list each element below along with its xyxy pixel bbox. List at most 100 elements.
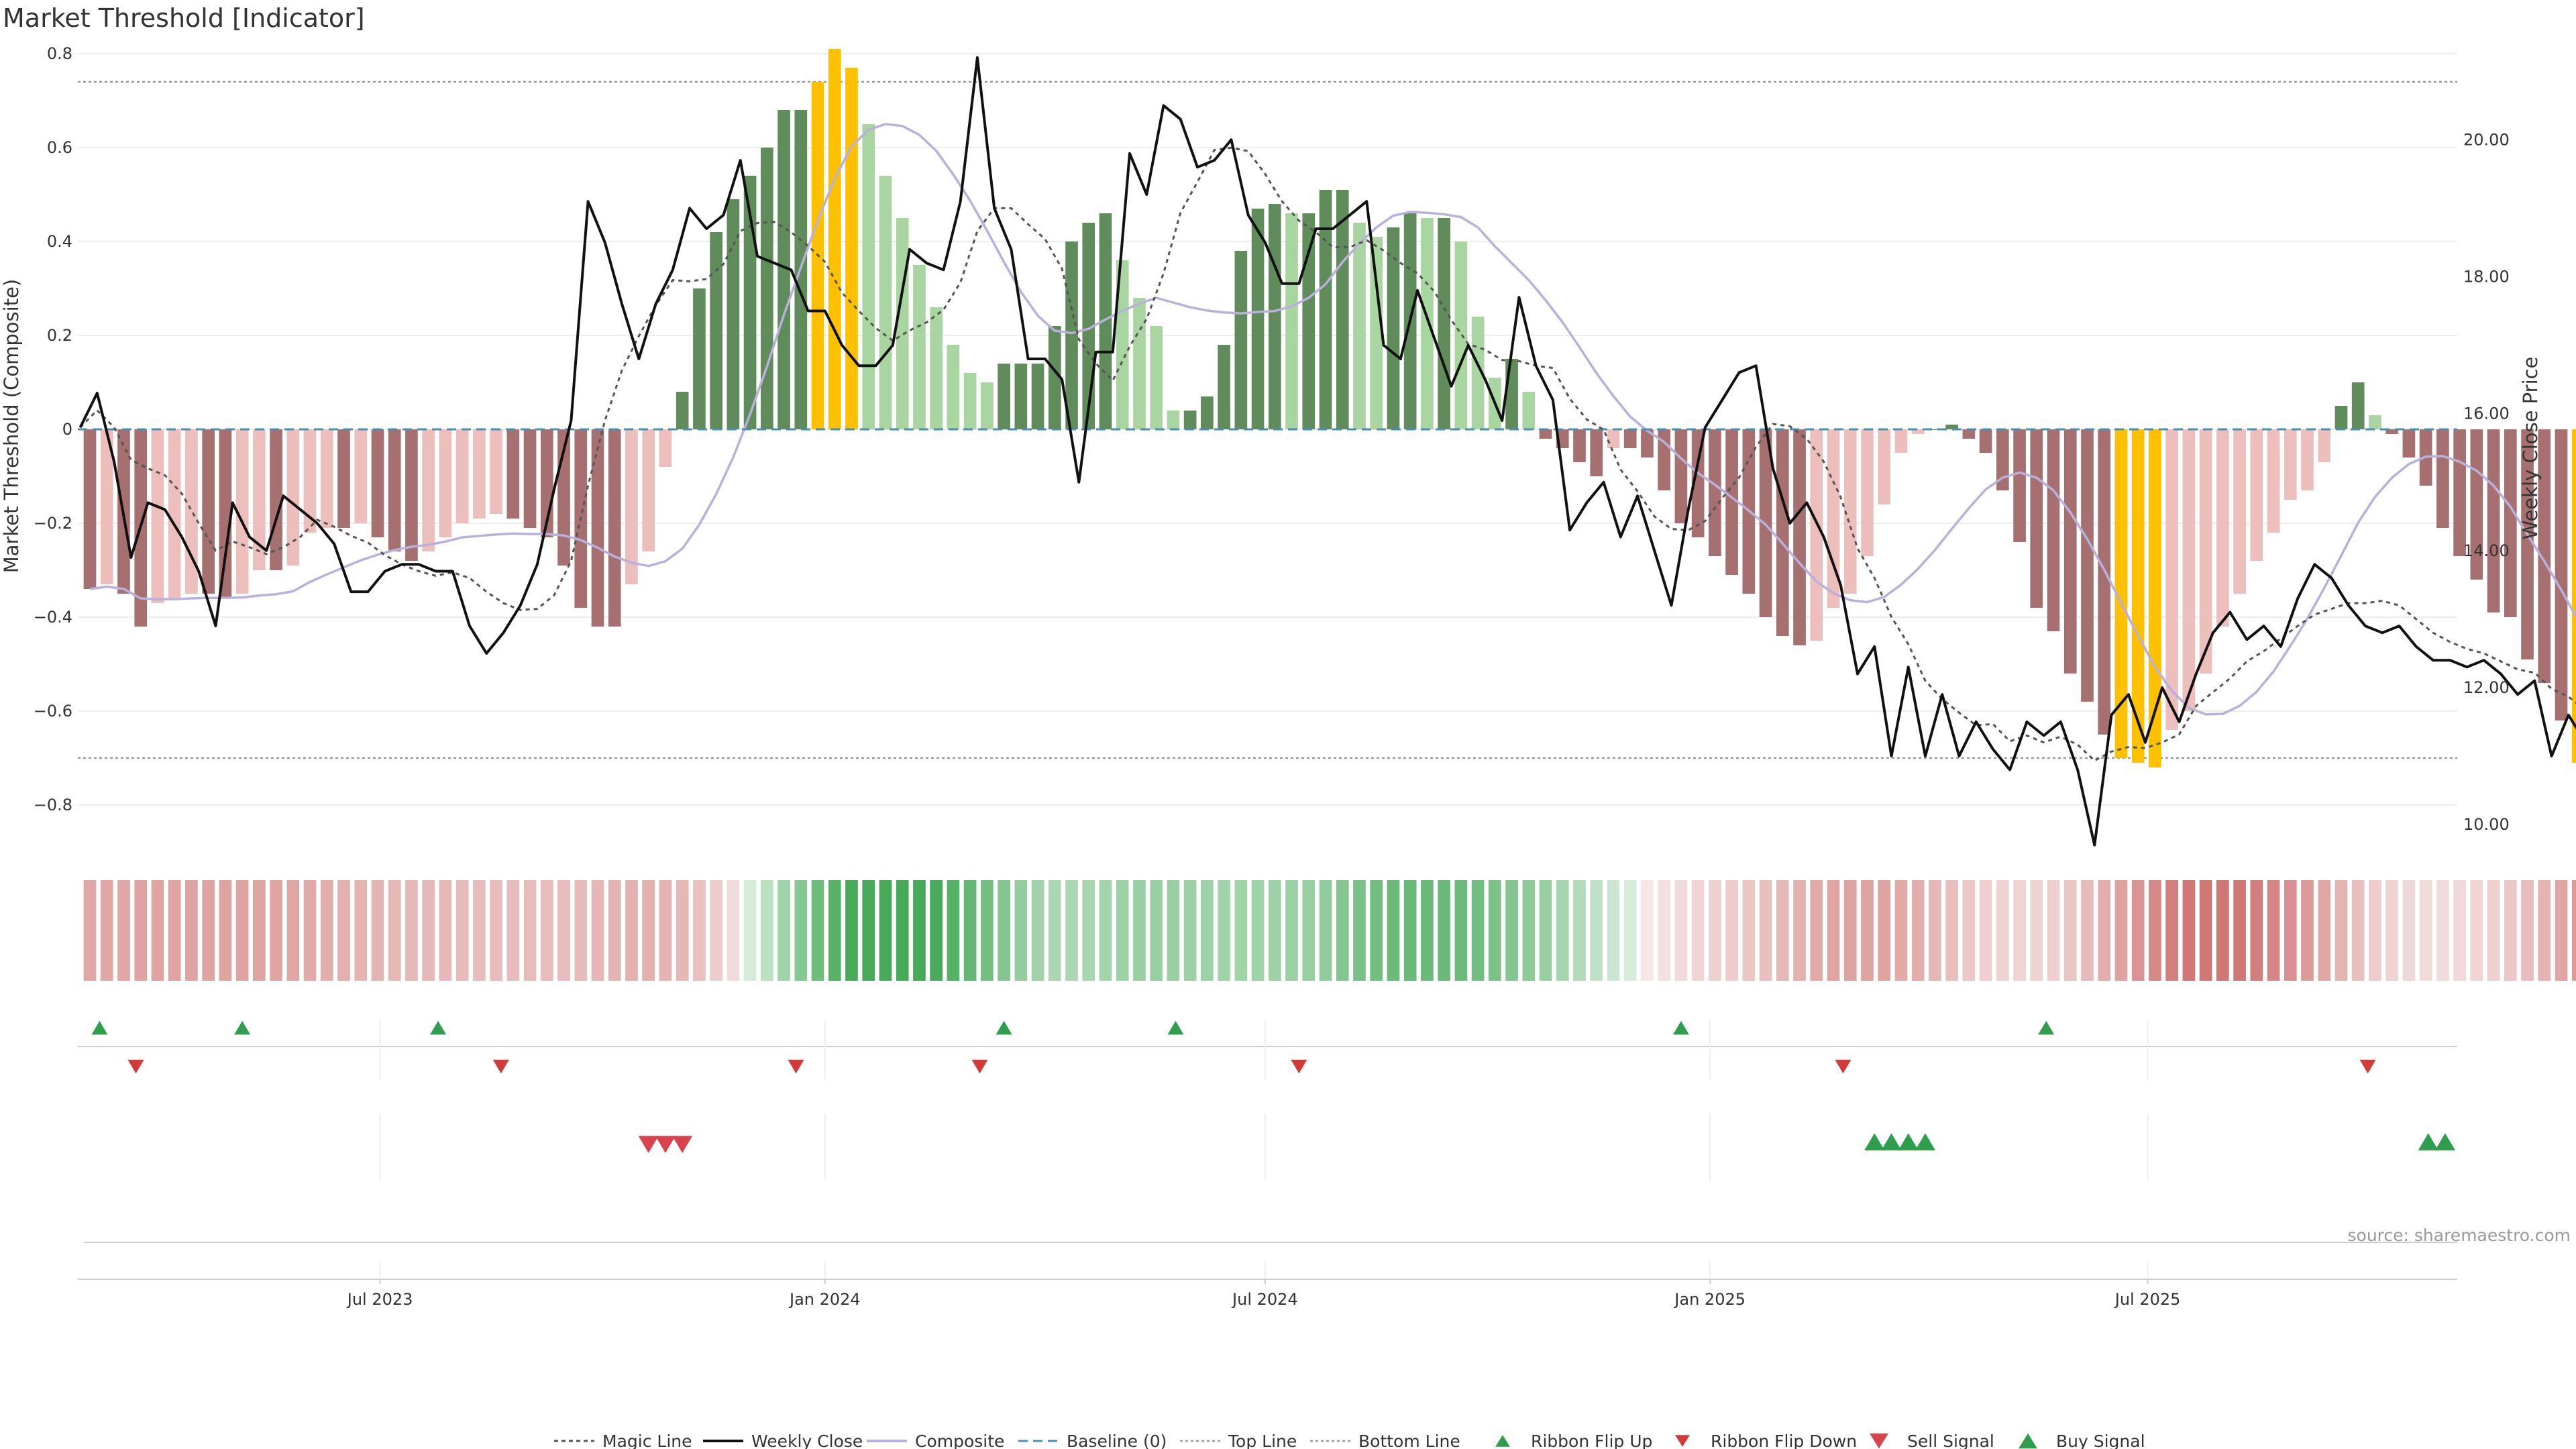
ribbon-cell <box>185 880 198 981</box>
composite-bar <box>2182 429 2196 711</box>
composite-bar <box>1150 326 1163 429</box>
left-tick-label: −0.2 <box>34 514 72 533</box>
composite-bar <box>2199 429 2212 674</box>
signal-panels <box>78 1020 2457 1278</box>
composite-bar <box>998 364 1010 429</box>
ribbon-cell <box>2521 880 2534 981</box>
ribbon-cell <box>1607 880 1620 981</box>
composite-bar <box>1048 326 1061 429</box>
legend-label: Ribbon Flip Down <box>1711 1432 1857 1449</box>
ribbon-cell <box>1776 880 1789 981</box>
composite-bar <box>2521 429 2534 659</box>
composite-bar <box>2149 429 2161 767</box>
ribbon-cell <box>388 880 401 981</box>
ribbon-cell <box>1522 880 1536 981</box>
ribbon-cell <box>1268 880 1281 981</box>
composite-bar <box>2114 429 2128 758</box>
composite-bar <box>2538 429 2551 683</box>
series-lines <box>78 56 2576 847</box>
buy-signal-marker <box>1898 1133 1919 1150</box>
ribbon-cell <box>1082 880 1095 981</box>
ribbon-cell <box>963 880 977 981</box>
ribbon-strip <box>83 880 2576 981</box>
ribbon-cell <box>2436 880 2449 981</box>
composite-bar <box>1827 429 1840 608</box>
ribbon-cell <box>2385 880 2399 981</box>
ribbon-cell <box>1454 880 1468 981</box>
composite-bar <box>1945 425 1958 429</box>
composite-bar <box>202 429 215 594</box>
ribbon-cell <box>1742 880 1756 981</box>
ribbon-cell <box>2199 880 2212 981</box>
composite-bar <box>523 429 537 528</box>
composite-bar <box>930 307 943 429</box>
legend-label: Sell Signal <box>1907 1432 1994 1449</box>
composite-bar <box>2470 429 2483 580</box>
ribbon-cell <box>168 880 181 981</box>
ribbon-cell <box>2555 880 2568 981</box>
composite-bar <box>1031 364 1044 429</box>
ribbon-cell <box>879 880 892 981</box>
composite-bar <box>2013 429 2026 542</box>
composite-bar <box>1387 227 1400 429</box>
ribbon-cell <box>1234 880 1248 981</box>
ribbon-cell <box>1133 880 1146 981</box>
ribbon-cell <box>1674 880 1688 981</box>
ribbon-cell <box>1387 880 1400 981</box>
ribbon-cell <box>270 880 282 981</box>
ribbon-cell <box>2504 880 2517 981</box>
ribbon-cell <box>1031 880 1044 981</box>
left-axis-label: Market Threshold (Composite) <box>0 279 23 573</box>
ribbon-cell <box>1878 880 1891 981</box>
ribbon-cell <box>693 880 706 981</box>
composite-bar <box>168 429 181 598</box>
ribbon-cell <box>743 880 757 981</box>
ribbon-cell <box>2301 880 2314 981</box>
composite-bar <box>1709 429 1721 556</box>
legend-label: Buy Signal <box>2056 1432 2145 1449</box>
composite-bar <box>1962 429 1976 439</box>
composite-bar <box>320 429 333 528</box>
ribbon-cell <box>760 880 773 981</box>
composite-bar <box>1353 223 1366 429</box>
sell-signal-marker <box>672 1136 693 1153</box>
ribbon-cell <box>1945 880 1958 981</box>
composite-bar <box>473 429 486 519</box>
composite-bar <box>1623 429 1637 448</box>
ribbon-cell <box>219 880 232 981</box>
composite-bar <box>2098 429 2111 735</box>
sell-signal-marker <box>655 1136 676 1153</box>
x-tick-label: Jan 2025 <box>1673 1290 1746 1309</box>
ribbon-cell <box>1183 880 1197 981</box>
source-label: source: sharemaestro.com <box>2348 1226 2571 1245</box>
ribbon-cell <box>2318 880 2331 981</box>
left-tick-label: 0.4 <box>47 232 72 251</box>
ribbon-flip-down-marker <box>2359 1059 2376 1074</box>
ribbon-cell <box>286 880 300 981</box>
composite-bar <box>151 429 164 603</box>
ribbon-cell <box>659 880 672 981</box>
ribbon-cell <box>506 880 520 981</box>
left-tick-label: 0.2 <box>47 326 72 345</box>
composite-bar <box>1725 429 1738 575</box>
ribbon-cell <box>1539 880 1552 981</box>
composite-bar <box>1691 429 1705 537</box>
composite-bar <box>1234 251 1248 429</box>
composite-bar <box>2555 429 2568 720</box>
composite-bar <box>625 429 638 584</box>
left-tick-label: −0.8 <box>34 796 72 814</box>
composite-bar <box>828 49 841 429</box>
ribbon-cell <box>2538 880 2551 981</box>
composite-bar <box>1641 429 1654 458</box>
reference-lines <box>78 80 2457 759</box>
ribbon-cell <box>1590 880 1603 981</box>
composite-bar <box>1878 429 1891 504</box>
ribbon-flip-up-marker <box>430 1020 447 1035</box>
ribbon-cell <box>2402 880 2416 981</box>
composite-bar <box>2267 429 2280 533</box>
composite-bar <box>2351 382 2365 429</box>
ribbon-cell <box>998 880 1010 981</box>
composite-bar <box>439 429 452 537</box>
composite-bar <box>2131 429 2145 763</box>
composite-bar <box>185 429 198 594</box>
